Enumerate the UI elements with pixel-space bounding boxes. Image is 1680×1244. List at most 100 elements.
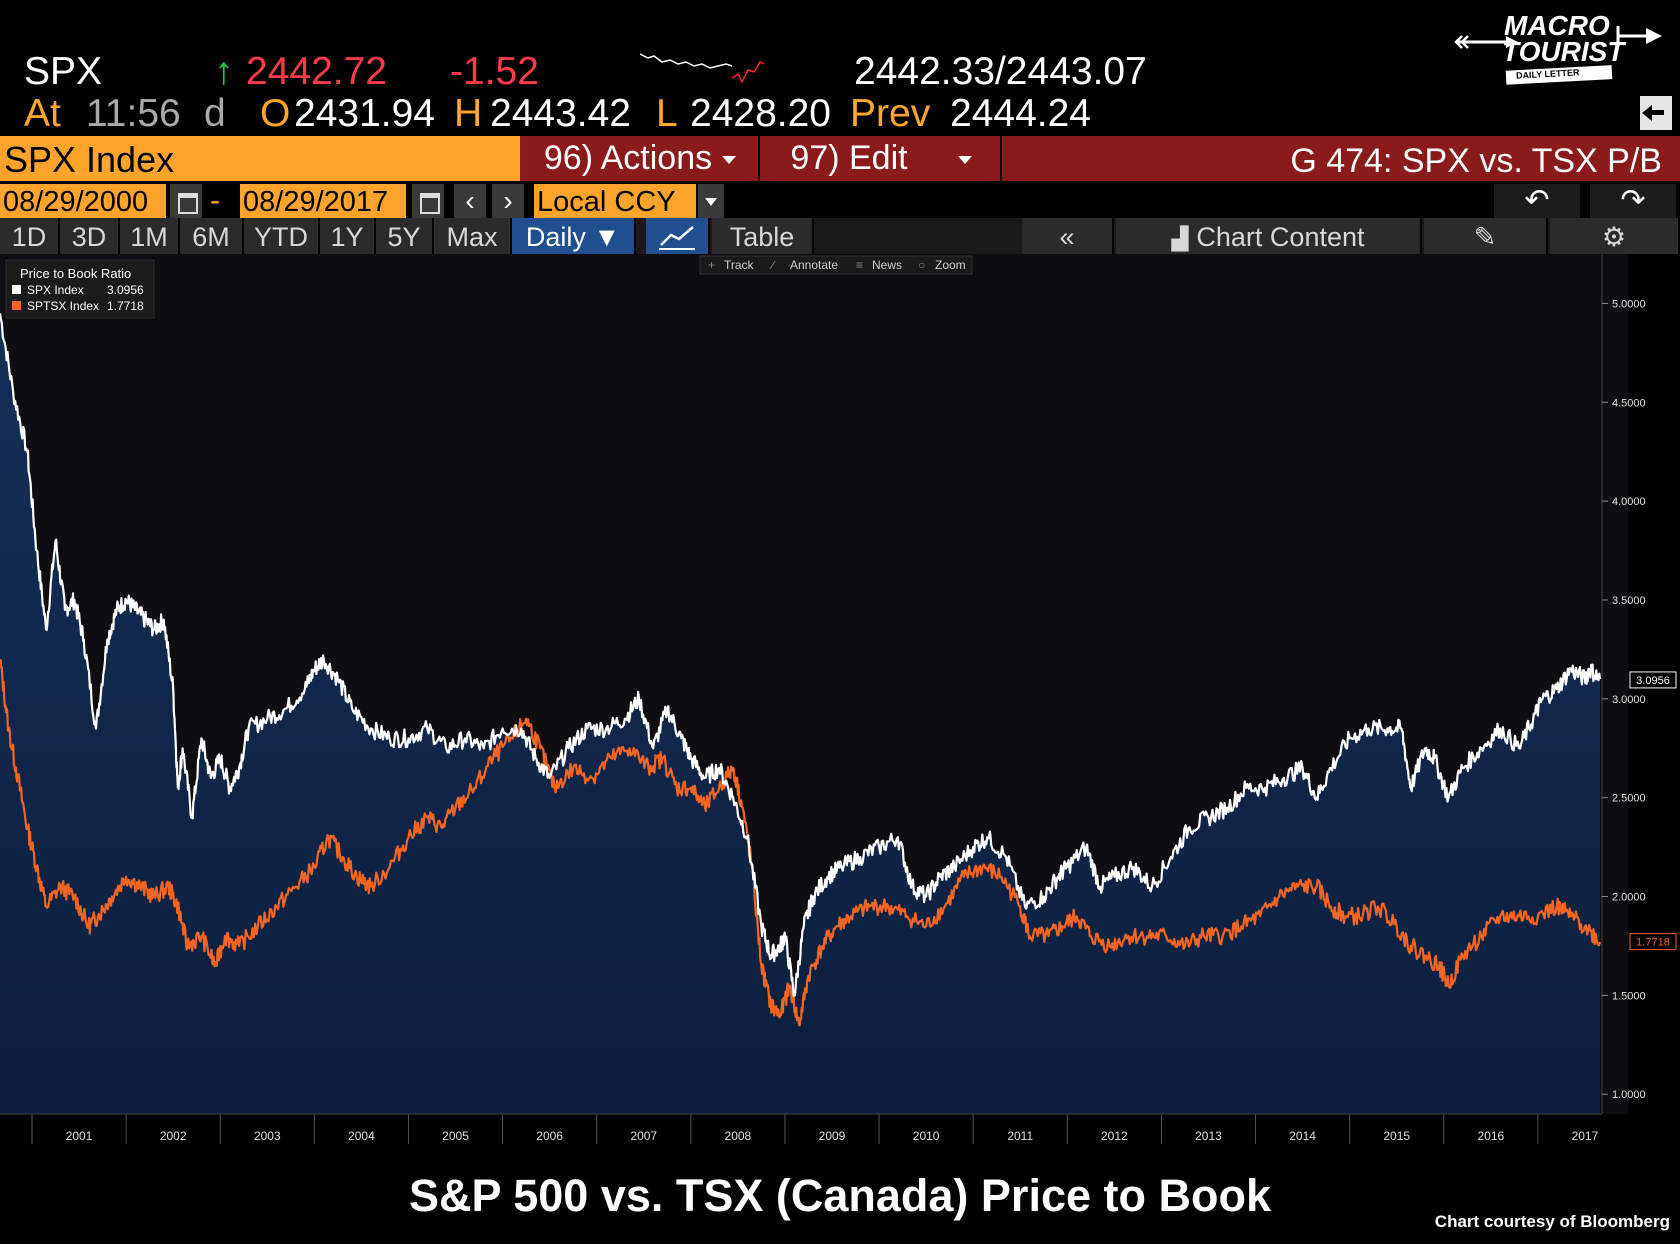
up-arrow-icon: ↑ xyxy=(214,50,234,93)
currency-select[interactable]: Local CCY xyxy=(534,184,696,218)
news-icon: ≡ xyxy=(856,258,863,272)
tab-1m[interactable]: 1M xyxy=(120,218,180,254)
tool-annotate[interactable]: Annotate xyxy=(790,258,838,272)
x-tick-label: 2006 xyxy=(536,1129,563,1143)
undo-icon[interactable]: ↶ xyxy=(1494,184,1580,218)
line-chart-icon[interactable] xyxy=(646,218,710,254)
spx-series-line xyxy=(0,313,1602,997)
spx-area xyxy=(0,313,1600,1114)
open-label: O xyxy=(260,92,291,135)
actions-menu-button[interactable]: 96) Actions xyxy=(522,136,760,181)
x-tick-label: 2004 xyxy=(348,1129,375,1143)
legend-swatch-tsx xyxy=(12,301,21,310)
security-toolbar: SPX Index 96) Actions 97) Edit G 474: SP… xyxy=(0,136,1680,181)
annotate-icon: ∕ xyxy=(769,258,776,272)
y-tick-label: 2.0000 xyxy=(1612,892,1646,904)
y-tick-label: 2.5000 xyxy=(1612,793,1646,805)
open-value: 2431.94 xyxy=(294,92,435,135)
low-value: 2428.20 xyxy=(690,92,831,135)
calendar-icon[interactable] xyxy=(170,184,202,218)
frequency-select[interactable]: Daily ▼ xyxy=(512,218,636,254)
legend-spx-value: 3.0956 xyxy=(107,283,144,297)
x-tick-label: 2007 xyxy=(630,1129,657,1143)
at-label: At xyxy=(24,92,61,135)
edit-menu-button[interactable]: 97) Edit xyxy=(762,136,1002,181)
chart-content-button[interactable]: ▟ Chart Content xyxy=(1116,218,1422,254)
crosshair-icon: + xyxy=(708,258,715,272)
chart-tools: Track Annotate News Zoom + ∕ ≡ ○ xyxy=(699,255,973,275)
chart-credit: Chart courtesy of Bloomberg xyxy=(1434,1212,1670,1231)
gear-icon[interactable]: ⚙ xyxy=(1550,218,1680,254)
logo-line-2: TOURIST xyxy=(1502,36,1625,67)
last-price: 2442.72 xyxy=(246,50,387,93)
chevron-right-icon[interactable]: › xyxy=(492,184,524,218)
x-tick-label: 2015 xyxy=(1383,1129,1410,1143)
legend-title: Price to Book Ratio xyxy=(20,266,131,281)
chevron-down-icon xyxy=(722,156,737,165)
legend-tsx-name: SPTSX Index xyxy=(27,299,99,313)
collapse-icon[interactable]: « xyxy=(1022,218,1114,254)
x-tick-label: 2017 xyxy=(1572,1129,1599,1143)
start-date-input[interactable]: 08/29/2000 xyxy=(0,184,166,218)
price-to-book-chart: 1.0000 1.5000 2.0000 2.5000 3.0000 3.5000 4.00… xyxy=(0,254,1680,1144)
tool-track[interactable]: Track xyxy=(724,258,755,272)
tab-3d[interactable]: 3D xyxy=(60,218,120,254)
pencil-icon[interactable]: ✎ xyxy=(1424,218,1548,254)
calendar-icon[interactable] xyxy=(412,184,444,218)
tab-1y[interactable]: 1Y xyxy=(320,218,376,254)
tab-5y[interactable]: 5Y xyxy=(376,218,434,254)
legend-spx-name: SPX Index xyxy=(27,283,84,297)
tab-max[interactable]: Max xyxy=(434,218,512,254)
y-tick-label: 5.0000 xyxy=(1612,298,1646,310)
x-tick-label: 2003 xyxy=(254,1129,281,1143)
zoom-icon: ○ xyxy=(918,258,925,272)
y-tick-label: 4.0000 xyxy=(1612,496,1646,508)
chevron-left-icon[interactable]: ‹ xyxy=(454,184,486,218)
end-date-input[interactable]: 08/29/2017 xyxy=(240,184,406,218)
prev-label: Prev xyxy=(850,92,931,135)
tab-6m[interactable]: 6M xyxy=(180,218,244,254)
legend-swatch-spx xyxy=(12,285,21,294)
security-field[interactable]: SPX Index xyxy=(0,136,520,181)
date-separator: - xyxy=(210,184,220,217)
spx-last-value: 3.0956 xyxy=(1636,675,1670,687)
x-tick-label: 2014 xyxy=(1289,1129,1316,1143)
tab-ytd[interactable]: YTD xyxy=(244,218,320,254)
tsx-last-value: 1.7718 xyxy=(1636,937,1670,949)
tsx-series-line xyxy=(0,658,1602,1027)
chevron-down-icon[interactable] xyxy=(698,184,724,218)
arrow-logo-icon xyxy=(1454,26,1662,85)
period-tabs-row: 1D 3D 1M 6M YTD 1Y 5Y Max Daily ▼ Table … xyxy=(0,218,1680,254)
actions-label: 96) Actions xyxy=(543,139,713,177)
redo-icon[interactable]: ↷ xyxy=(1590,184,1676,218)
time-suffix: d xyxy=(204,92,226,135)
ticker: SPX xyxy=(24,50,103,93)
high-value: 2443.42 xyxy=(490,92,631,135)
tab-1d[interactable]: 1D xyxy=(0,218,60,254)
chart-content-label: Chart Content xyxy=(1196,222,1365,252)
chart-caption: S&P 500 vs. TSX (Canada) Price to Book xyxy=(409,1170,1271,1221)
tool-news[interactable]: News xyxy=(872,258,902,272)
x-tick-label: 2013 xyxy=(1195,1129,1222,1143)
x-tick-label: 2009 xyxy=(819,1129,846,1143)
sparkline-icon xyxy=(640,53,765,84)
tsx-last-badge xyxy=(1629,933,1677,951)
bar-chart-icon: ▟ xyxy=(1171,226,1189,251)
tool-zoom[interactable]: Zoom xyxy=(935,258,966,272)
export-icon[interactable] xyxy=(1640,96,1672,130)
y-tick-label: 1.0000 xyxy=(1612,1089,1646,1101)
x-tick-label: 2008 xyxy=(725,1129,752,1143)
y-tick-label: 3.0000 xyxy=(1612,694,1646,706)
legend: Price to Book Ratio SPX Index 3.0956 SPT… xyxy=(5,259,155,319)
x-tick-label: 2005 xyxy=(442,1129,469,1143)
graph-title: G 474: SPX vs. TSX P/B xyxy=(1290,142,1662,180)
quote-time: 11:56 xyxy=(86,92,181,135)
prev-value: 2444.24 xyxy=(950,92,1091,135)
net-change: -1.52 xyxy=(450,50,539,93)
x-tick-label: 2002 xyxy=(160,1129,187,1143)
tab-table[interactable]: Table xyxy=(712,218,814,254)
edit-label: 97) Edit xyxy=(790,139,908,177)
x-tick-label: 2012 xyxy=(1101,1129,1128,1143)
bid-ask: 2442.33/2443.07 xyxy=(854,50,1147,93)
